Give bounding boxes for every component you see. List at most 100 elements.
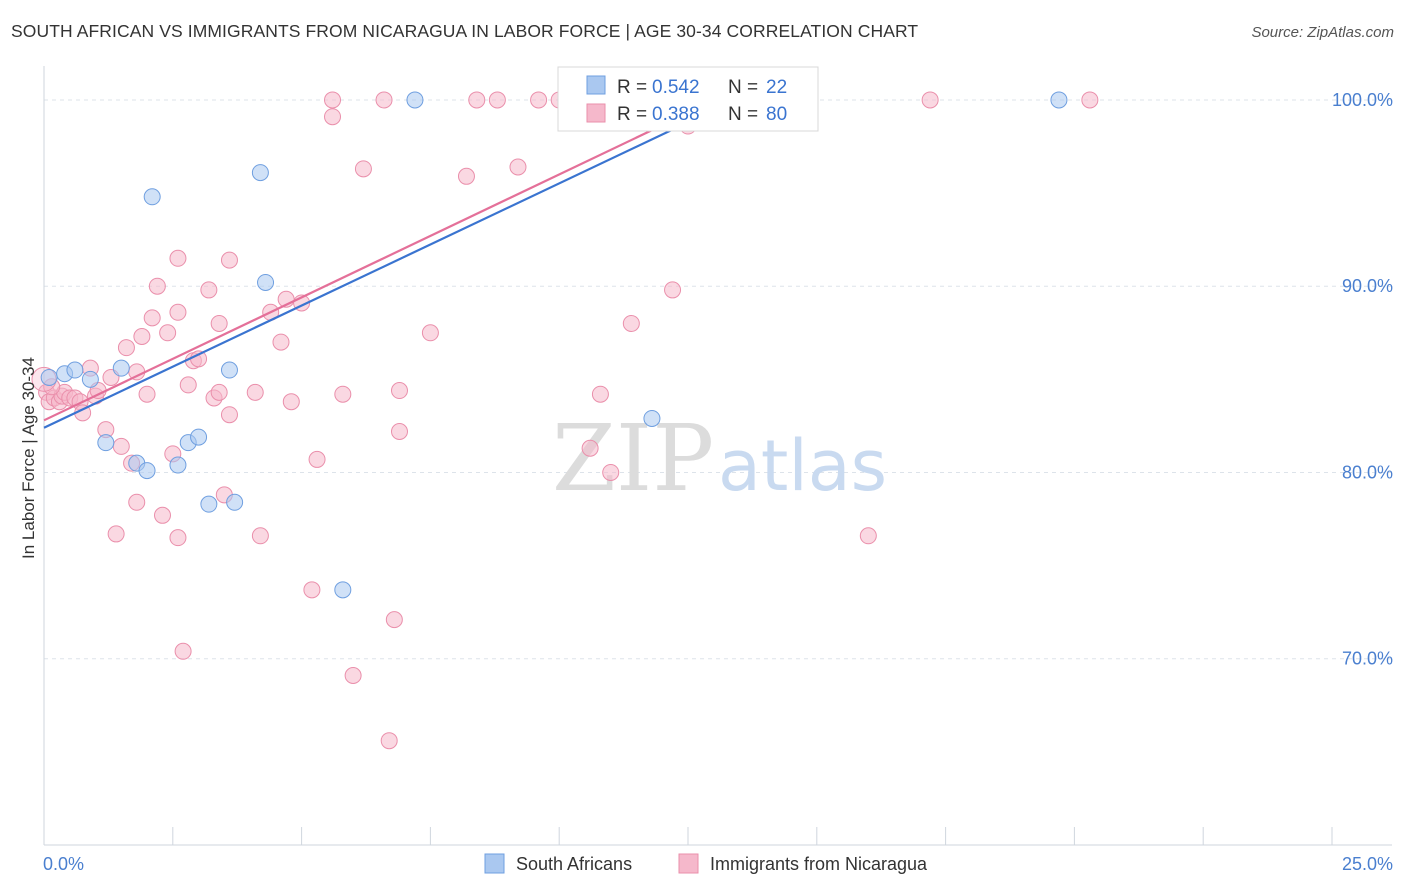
point-pink-45 [272, 333, 290, 351]
point-pink-63 [468, 91, 486, 109]
point-pink-32 [179, 376, 197, 394]
legend-r-label-blue: R = [617, 77, 647, 98]
point-pink-66 [530, 91, 548, 109]
watermark: ZIP atlas [552, 405, 887, 512]
point-blue-15 [251, 164, 269, 182]
point-pink-74 [664, 281, 682, 299]
point-pink-70 [591, 385, 609, 403]
point-pink-51 [324, 91, 342, 109]
point-pink-71 [602, 463, 620, 481]
point-pink-57 [380, 732, 398, 750]
point-blue-14 [220, 361, 238, 379]
x-tick-label-max: 25.0% [1342, 854, 1393, 874]
point-blue-13 [226, 493, 244, 511]
point-pink-54 [344, 666, 362, 684]
point-pink-23 [143, 309, 161, 327]
legend-n-value-blue: 22 [766, 77, 787, 98]
point-pink-77 [921, 91, 939, 109]
point-pink-43 [251, 527, 269, 545]
legend-r-value-pink: 0.388 [652, 104, 700, 125]
point-pink-31 [174, 642, 192, 660]
legend-swatch-blue [586, 75, 606, 95]
point-blue-18 [406, 91, 424, 109]
legend-bottom-label-pink: Immigrants from Nicaragua [710, 854, 928, 874]
point-blue-0 [40, 368, 58, 386]
legend-series: South Africans Immigrants from Nicaragua [484, 853, 928, 874]
point-pink-62 [457, 167, 475, 185]
point-pink-41 [220, 406, 238, 424]
point-blue-3 [81, 370, 99, 388]
point-pink-21 [133, 327, 151, 345]
point-pink-60 [390, 422, 408, 440]
legend-n-label-blue: N = [728, 77, 758, 98]
point-pink-53 [334, 385, 352, 403]
y-tick-label-80: 80.0% [1342, 462, 1393, 482]
point-pink-76 [859, 527, 877, 545]
legend-stats: R = 0.542 N = 22 R = 0.388 N = 80 [557, 66, 819, 132]
point-pink-19 [128, 363, 146, 381]
y-tick-label-70: 70.0% [1342, 649, 1393, 669]
point-pink-52 [324, 108, 342, 126]
point-blue-16 [257, 273, 275, 291]
watermark-atlas: atlas [718, 425, 887, 507]
gridlines [44, 99, 1392, 660]
point-blue-2 [66, 361, 84, 379]
point-blue-11 [190, 428, 208, 446]
point-pink-50 [308, 450, 326, 468]
point-pink-64 [488, 91, 506, 109]
point-pink-40 [220, 251, 238, 269]
point-blue-4 [112, 359, 130, 377]
point-pink-42 [246, 383, 264, 401]
point-blue-9 [169, 456, 187, 474]
point-pink-37 [210, 383, 228, 401]
point-pink-58 [385, 611, 403, 629]
point-pink-56 [375, 91, 393, 109]
point-pink-30 [169, 249, 187, 267]
legend-n-label-pink: N = [728, 104, 758, 125]
legend-r-value-blue: 0.542 [652, 77, 700, 98]
axes [43, 66, 1392, 846]
point-pink-78 [1081, 91, 1099, 109]
point-blue-17 [334, 581, 352, 599]
point-pink-59 [390, 382, 408, 400]
point-pink-24 [148, 277, 166, 295]
point-pink-15 [107, 525, 125, 543]
point-pink-65 [509, 158, 527, 176]
x-tick-label-min: 0.0% [43, 854, 84, 874]
point-blue-21 [1050, 91, 1068, 109]
point-pink-25 [153, 506, 171, 524]
point-blue-5 [97, 434, 115, 452]
legend-bottom-swatch-pink [678, 853, 699, 874]
point-pink-16 [112, 437, 130, 455]
point-pink-28 [169, 303, 187, 321]
legend-n-value-pink: 80 [766, 104, 787, 125]
point-blue-19 [643, 409, 661, 427]
point-pink-69 [581, 439, 599, 457]
point-pink-47 [282, 393, 300, 411]
y-tick-labels: 70.0% 80.0% 90.0% 100.0% [1332, 90, 1393, 669]
chart-title: SOUTH AFRICAN VS IMMIGRANTS FROM NICARAG… [11, 21, 919, 41]
point-pink-55 [354, 160, 372, 178]
watermark-zip: ZIP [552, 405, 714, 512]
series-south-africans [40, 91, 1068, 599]
point-pink-61 [421, 324, 439, 342]
point-pink-17 [117, 339, 135, 357]
legend-r-label-pink: R = [617, 104, 647, 125]
point-pink-35 [200, 281, 218, 299]
point-pink-22 [138, 385, 156, 403]
point-blue-8 [143, 188, 161, 206]
point-pink-20 [128, 493, 146, 511]
y-axis-label: In Labor Force | Age 30-34 [19, 357, 38, 559]
source-label: Source: ZipAtlas.com [1251, 24, 1394, 41]
legend-bottom-swatch-blue [484, 853, 505, 874]
legend-swatch-pink [586, 103, 606, 123]
point-pink-72 [622, 314, 640, 332]
point-pink-49 [303, 581, 321, 599]
point-pink-38 [210, 314, 228, 332]
point-blue-7 [138, 462, 156, 480]
y-tick-label-90: 90.0% [1342, 276, 1393, 296]
point-blue-12 [200, 495, 218, 513]
point-pink-29 [169, 529, 187, 547]
point-pink-26 [159, 324, 177, 342]
